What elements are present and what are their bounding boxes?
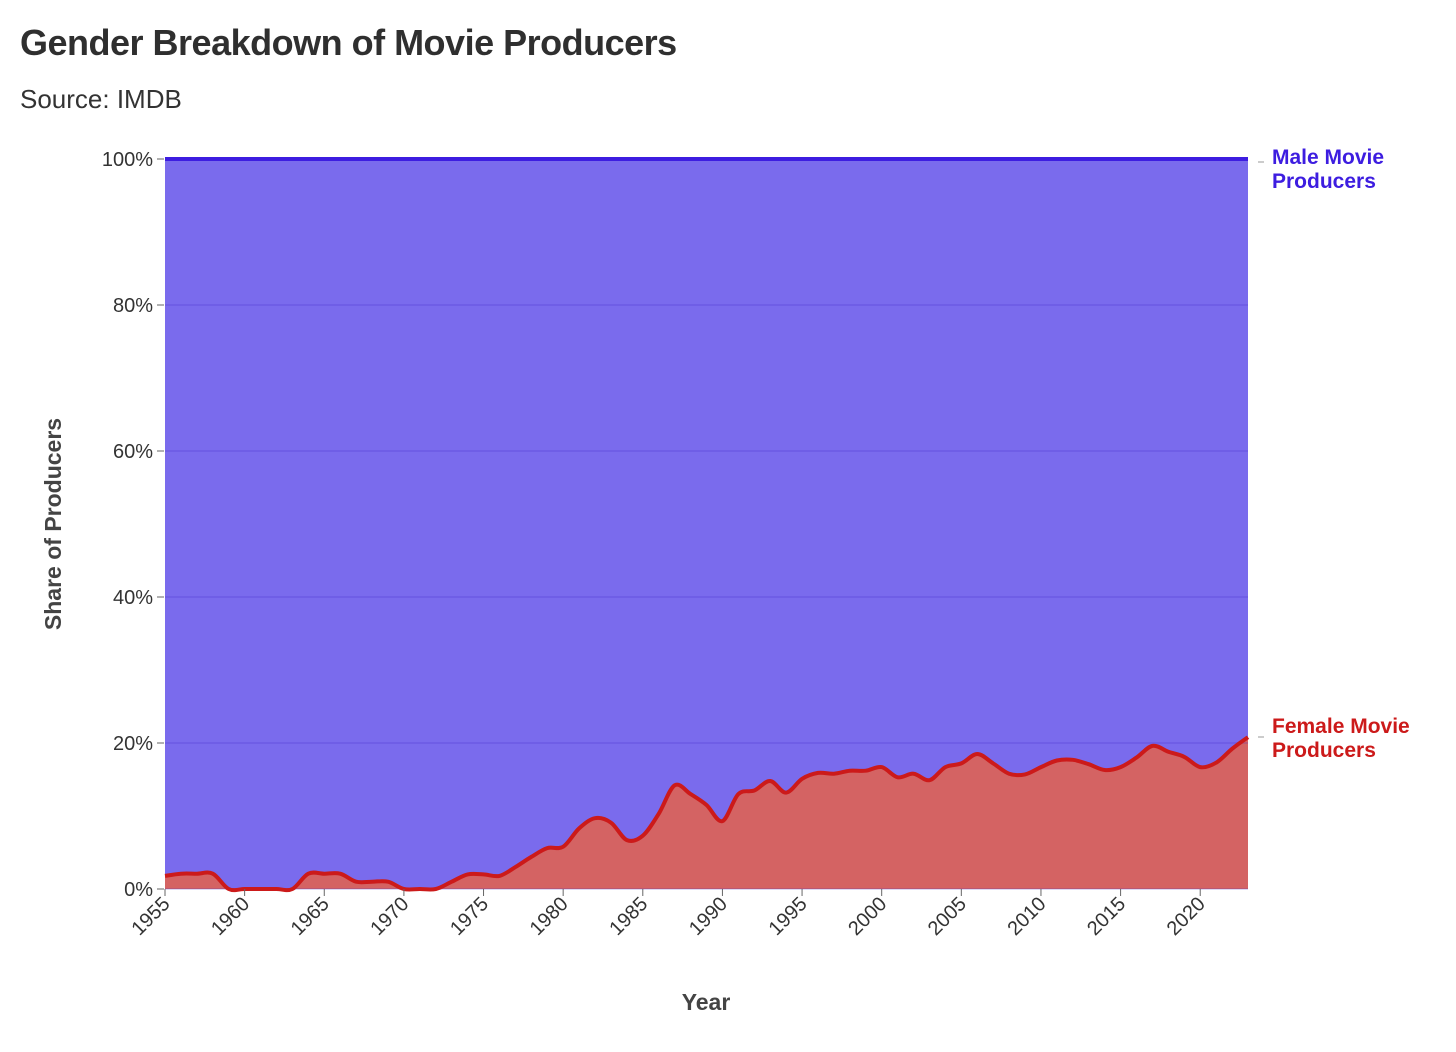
female-label-line1: Female Movie: [1272, 715, 1410, 738]
x-tick-label: 2005: [924, 893, 971, 940]
x-axis-ticks: 1955 1960 1965 1970 1975 1980 1985 1990 1995 2000…: [128, 889, 1210, 940]
y-tick-label: 0%: [124, 879, 153, 901]
x-tick-label: 1980: [526, 893, 573, 940]
y-tick-label: 100%: [102, 149, 153, 171]
x-tick-label: 1975: [446, 893, 493, 940]
x-tick-label: 1960: [207, 893, 254, 940]
male-label-line2: Producers: [1272, 170, 1376, 193]
chart-subtitle: Source: IMDB: [20, 84, 182, 114]
female-series-label: Female Movie Producers: [1258, 715, 1410, 762]
y-axis-ticks: 0% 20% 40% 60% 80% 100%: [102, 149, 164, 901]
y-tick-label: 80%: [113, 295, 153, 317]
x-tick-label: 1965: [287, 893, 334, 940]
male-series-area: [165, 159, 1248, 889]
x-axis-title: Year: [682, 989, 731, 1015]
female-series-area: [165, 737, 1248, 891]
x-tick-label: 1990: [685, 893, 732, 940]
x-tick-label: 2000: [844, 893, 891, 940]
x-tick-label: 1970: [366, 893, 413, 940]
male-label-line1: Male Movie: [1272, 146, 1384, 169]
x-tick-label: 1995: [765, 893, 812, 940]
female-label-line2: Producers: [1272, 739, 1376, 762]
x-tick-label: 2010: [1003, 893, 1050, 940]
female-series-line: [164, 735, 1250, 893]
y-tick-label: 40%: [113, 587, 153, 609]
y-tick-label: 20%: [113, 733, 153, 755]
chart-title: Gender Breakdown of Movie Producers: [20, 22, 677, 63]
x-tick-label: 1985: [605, 893, 652, 940]
y-tick-label: 60%: [113, 441, 153, 463]
x-tick-label: 2020: [1163, 893, 1210, 940]
x-tick-label: 2015: [1083, 893, 1130, 940]
male-series-label: Male Movie Producers: [1258, 146, 1384, 193]
y-axis-title: Share of Producers: [40, 418, 66, 630]
